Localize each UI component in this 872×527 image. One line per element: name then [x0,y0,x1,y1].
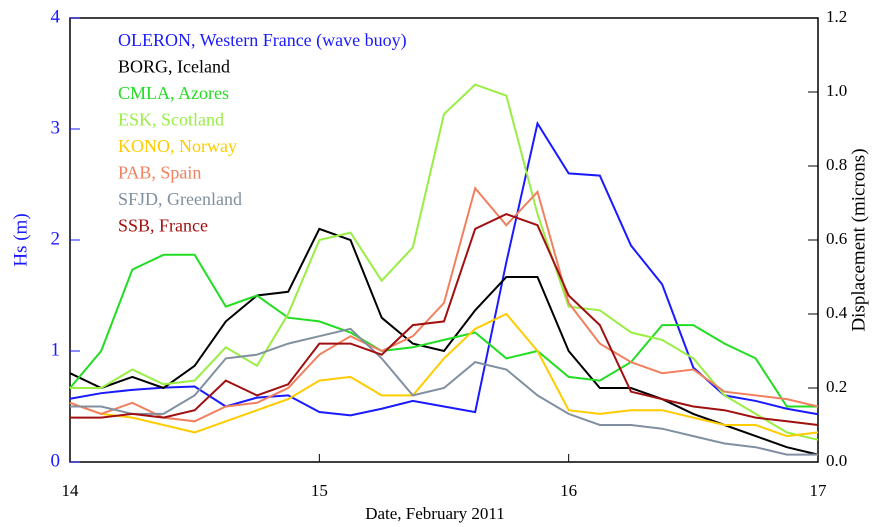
y-tick-label: 3 [51,117,61,138]
x-tick-label: 15 [311,481,328,500]
series-line [69,227,819,456]
y2-tick-label: 1.2 [826,7,847,26]
y-tick-label: 4 [51,6,61,27]
series-line [69,253,818,408]
y-axis-label: Hs (m) [10,213,31,266]
x-tick-label: 17 [810,481,828,500]
series-line [70,83,819,441]
y2-tick-label: 0.2 [826,377,847,396]
x-axis-label: Date, February 2011 [365,504,505,523]
series-line [69,312,819,438]
legend-entry: BORG, Iceland [118,57,230,77]
legend-entry: SSB, France [118,216,208,236]
legend-entry: ESK, Scotland [118,110,224,130]
y2-tick-label: 0.6 [826,229,847,248]
legend-entry: OLERON, Western France (wave buoy) [118,30,407,51]
x-tick-label: 14 [62,481,80,500]
y2-axis-label: Displacement (microns) [848,148,869,331]
series-line [70,327,818,456]
series-line [70,213,819,426]
y-tick-label: 0 [51,450,61,471]
y2-tick-label: 0.0 [826,451,847,470]
legend-entry: CMLA, Azores [118,83,229,103]
x-tick-label: 16 [560,481,577,500]
legend-entry: SFJD, Greenland [118,189,242,209]
series-line [69,120,819,417]
legend-entry: KONO, Norway [118,136,237,156]
y-tick-label: 2 [51,228,61,249]
y-tick-label: 1 [51,339,61,360]
legend-entry: PAB, Spain [118,163,201,183]
series-line [69,186,819,423]
y2-tick-label: 0.8 [826,155,847,174]
y2-tick-label: 1.0 [826,81,847,100]
y2-tick-label: 0.4 [826,303,848,322]
